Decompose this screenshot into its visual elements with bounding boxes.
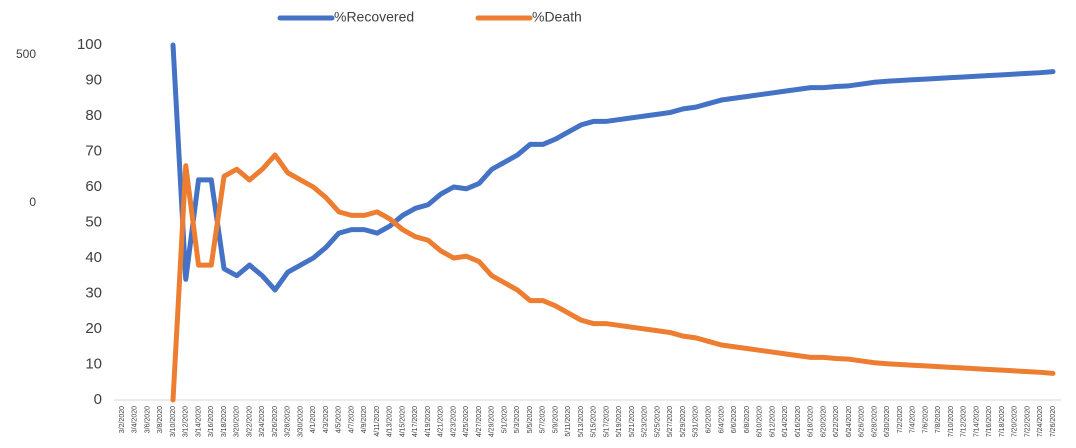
x-tick-label: 5/31/2020 — [693, 406, 700, 437]
x-tick-label: 5/27/2020 — [667, 406, 674, 437]
x-tick-label: 3/10/2020 — [170, 406, 177, 437]
x-tick-label: 4/19/2020 — [425, 406, 432, 437]
x-tick-label: 5/25/2020 — [654, 406, 661, 437]
y-tick-label: 100 — [77, 36, 102, 53]
legend-label: %Recovered — [334, 9, 414, 25]
x-tick-label: 4/5/2020 — [336, 406, 343, 433]
x-tick-label: 7/6/2020 — [922, 406, 929, 433]
series-line — [170, 152, 1056, 403]
x-tick-label: 6/16/2020 — [795, 406, 802, 437]
x-tick-label: 4/27/2020 — [476, 406, 483, 437]
y-tick-label: 70 — [85, 142, 102, 159]
x-tick-label: 6/14/2020 — [782, 406, 789, 437]
x-tick-label: 6/30/2020 — [884, 406, 891, 437]
x-tick-label: 5/13/2020 — [578, 406, 585, 437]
x-tick-label: 7/16/2020 — [986, 406, 993, 437]
x-tick-label: 6/4/2020 — [718, 406, 725, 433]
y-tick-label: 30 — [85, 284, 102, 301]
x-tick-label: 7/18/2020 — [999, 406, 1006, 437]
x-tick-label: 3/30/2020 — [297, 406, 304, 437]
x-tick-label: 6/26/2020 — [859, 406, 866, 437]
series-line — [170, 42, 1056, 293]
x-tick-label: 5/29/2020 — [680, 406, 687, 437]
x-tick-label: 3/6/2020 — [144, 406, 151, 433]
x-tick-label: 6/2/2020 — [706, 406, 713, 433]
x-tick-label: 7/2/2020 — [897, 406, 904, 433]
x-tick-label: 6/20/2020 — [820, 406, 827, 437]
x-tick-label: 4/9/2020 — [361, 406, 368, 433]
x-tick-label: 3/20/2020 — [234, 406, 241, 437]
x-tick-label: 7/8/2020 — [935, 406, 942, 433]
x-tick-label: 4/25/2020 — [463, 406, 470, 437]
x-tick-label: 6/12/2020 — [769, 406, 776, 437]
x-tick-label: 7/10/2020 — [948, 406, 955, 437]
y-tick-label: 20 — [85, 320, 102, 337]
x-tick-label: 6/10/2020 — [757, 406, 764, 437]
x-tick-label: 5/15/2020 — [591, 406, 598, 437]
x-tick-label: 4/11/2020 — [374, 406, 381, 437]
x-tick-label: 7/24/2020 — [1037, 406, 1044, 437]
x-tick-label: 7/22/2020 — [1024, 406, 1031, 437]
y2-tick-label: 0 — [29, 195, 36, 209]
y-tick-label: 80 — [85, 107, 102, 124]
y-tick-label: 0 — [94, 391, 102, 408]
x-tick-label: 4/15/2020 — [399, 406, 406, 437]
y-tick-label: 10 — [85, 355, 102, 372]
x-tick-label: 5/3/2020 — [514, 406, 521, 433]
x-tick-label: 5/5/2020 — [527, 406, 534, 433]
x-tick-label: 4/3/2020 — [323, 406, 330, 433]
x-tick-label: 3/22/2020 — [246, 406, 253, 437]
x-tick-label: 3/24/2020 — [259, 406, 266, 437]
x-tick-label: 4/21/2020 — [438, 406, 445, 437]
x-tick-label: 6/22/2020 — [833, 406, 840, 437]
y-tick-label: 90 — [85, 71, 102, 88]
x-tick-label: 6/18/2020 — [808, 406, 815, 437]
x-tick-label: 3/4/2020 — [132, 406, 139, 433]
x-tick-label: 6/28/2020 — [871, 406, 878, 437]
x-tick-label: 4/29/2020 — [489, 406, 496, 437]
x-tick-label: 5/7/2020 — [540, 406, 547, 433]
x-tick-label: 4/17/2020 — [412, 406, 419, 437]
x-tick-label: 3/28/2020 — [285, 406, 292, 437]
x-tick-label: 4/13/2020 — [387, 406, 394, 437]
y-tick-label: 50 — [85, 213, 102, 230]
x-tick-label: 7/26/2020 — [1050, 406, 1057, 437]
x-tick-label: 6/8/2020 — [744, 406, 751, 433]
x-tick-label: 6/6/2020 — [731, 406, 738, 433]
x-tick-label: 3/2/2020 — [119, 406, 126, 433]
x-tick-label: 5/1/2020 — [501, 406, 508, 433]
x-tick-label: 3/26/2020 — [272, 406, 279, 437]
y2-tick-label: 500 — [16, 47, 36, 61]
x-tick-label: 5/21/2020 — [629, 406, 636, 437]
x-tick-label: 3/16/2020 — [208, 406, 215, 437]
legend-label: %Death — [532, 9, 582, 25]
x-tick-label: 3/14/2020 — [195, 406, 202, 437]
x-tick-label: 4/23/2020 — [450, 406, 457, 437]
x-tick-label: 4/1/2020 — [310, 406, 317, 433]
x-tick-label: 7/20/2020 — [1012, 406, 1019, 437]
x-tick-label: 5/23/2020 — [642, 406, 649, 437]
y-tick-label: 40 — [85, 249, 102, 266]
x-tick-label: 7/12/2020 — [961, 406, 968, 437]
x-tick-label: 4/7/2020 — [348, 406, 355, 433]
x-tick-label: 7/4/2020 — [910, 406, 917, 433]
x-tick-label: 3/8/2020 — [157, 406, 164, 433]
x-tick-label: 7/14/2020 — [973, 406, 980, 437]
x-tick-label: 5/9/2020 — [552, 406, 559, 433]
x-tick-label: 6/24/2020 — [846, 406, 853, 437]
x-tick-label: 5/17/2020 — [603, 406, 610, 437]
y-tick-label: 60 — [85, 178, 102, 195]
x-tick-label: 3/12/2020 — [183, 406, 190, 437]
x-tick-label: 5/19/2020 — [616, 406, 623, 437]
x-tick-label: 5/11/2020 — [565, 406, 572, 437]
x-tick-label: 3/18/2020 — [221, 406, 228, 437]
